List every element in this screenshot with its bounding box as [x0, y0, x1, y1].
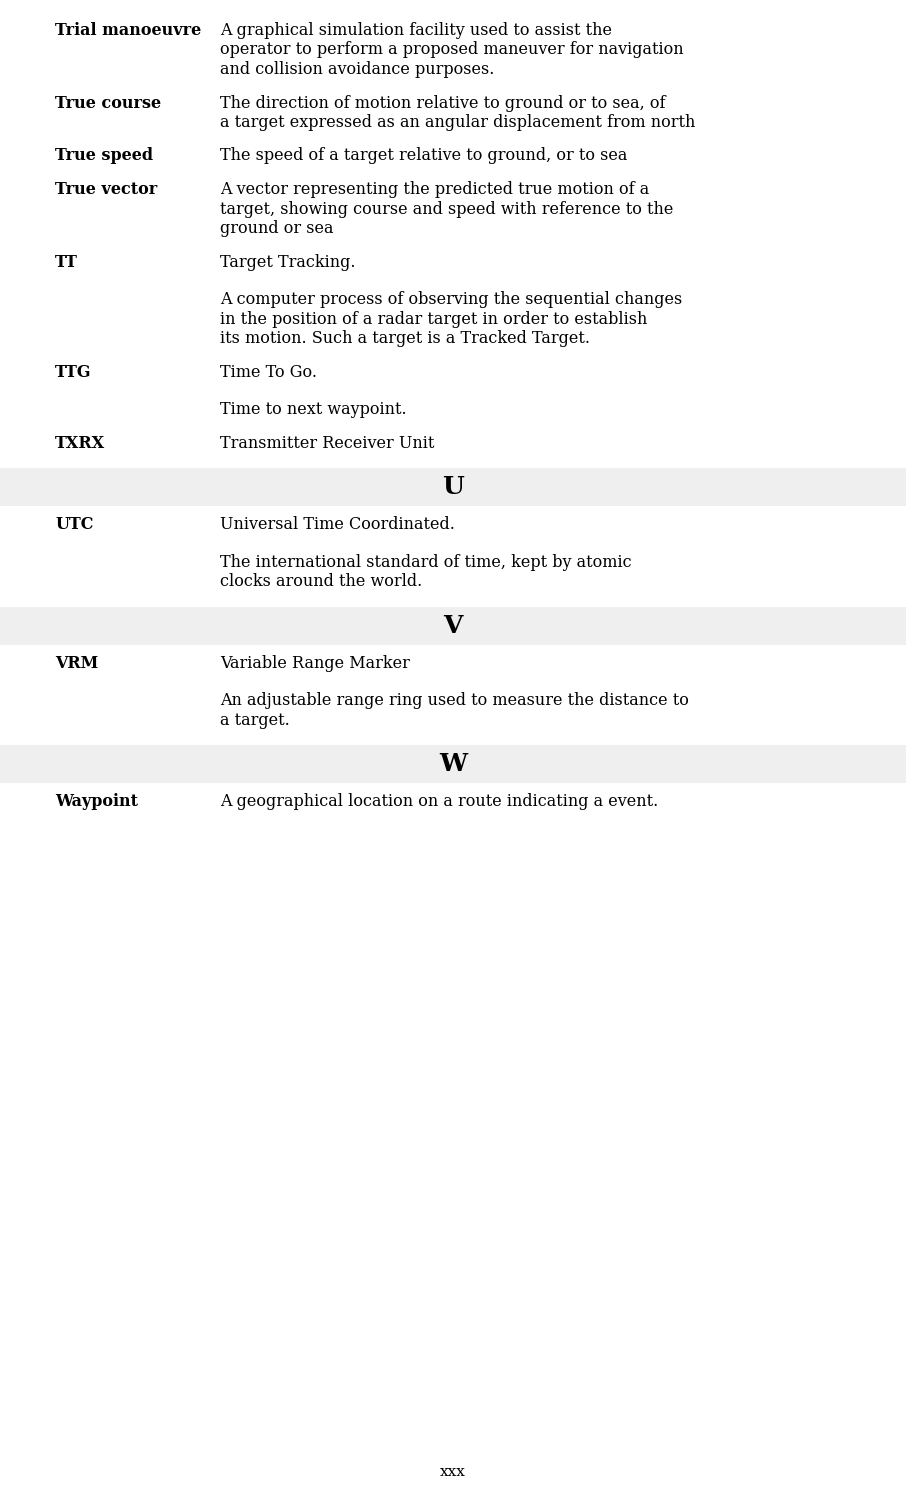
- Text: Universal Time Coordinated.: Universal Time Coordinated.: [220, 515, 455, 533]
- Text: Transmitter Receiver Unit: Transmitter Receiver Unit: [220, 434, 434, 452]
- Text: Time To Go.: Time To Go.: [220, 363, 317, 380]
- Text: VRM: VRM: [55, 654, 98, 672]
- Text: The international standard of time, kept by atomic: The international standard of time, kept…: [220, 553, 631, 571]
- Text: True course: True course: [55, 95, 161, 112]
- Text: Time to next waypoint.: Time to next waypoint.: [220, 401, 407, 417]
- Text: W: W: [439, 752, 467, 776]
- Text: True speed: True speed: [55, 148, 153, 164]
- Text: a target expressed as an angular displacement from north: a target expressed as an angular displac…: [220, 115, 696, 131]
- Text: V: V: [443, 613, 463, 637]
- Text: Variable Range Marker: Variable Range Marker: [220, 654, 410, 672]
- Text: operator to perform a proposed maneuver for navigation: operator to perform a proposed maneuver …: [220, 42, 684, 59]
- Text: An adjustable range ring used to measure the distance to: An adjustable range ring used to measure…: [220, 692, 689, 708]
- Text: target, showing course and speed with reference to the: target, showing course and speed with re…: [220, 200, 673, 217]
- Text: UTC: UTC: [55, 515, 93, 533]
- Text: TTG: TTG: [55, 363, 92, 380]
- Text: its motion. Such a target is a Tracked Target.: its motion. Such a target is a Tracked T…: [220, 330, 590, 347]
- Text: TT: TT: [55, 253, 78, 270]
- Text: True vector: True vector: [55, 181, 158, 197]
- Text: ground or sea: ground or sea: [220, 220, 333, 237]
- Text: A geographical location on a route indicating a event.: A geographical location on a route indic…: [220, 793, 659, 809]
- Text: The speed of a target relative to ground, or to sea: The speed of a target relative to ground…: [220, 148, 627, 164]
- Bar: [0, 744, 906, 784]
- Text: TXRX: TXRX: [55, 434, 105, 452]
- Bar: [0, 469, 906, 506]
- Text: U: U: [442, 475, 464, 499]
- Text: clocks around the world.: clocks around the world.: [220, 573, 422, 591]
- Text: A vector representing the predicted true motion of a: A vector representing the predicted true…: [220, 181, 650, 197]
- Text: A computer process of observing the sequential changes: A computer process of observing the sequ…: [220, 291, 682, 307]
- Text: A graphical simulation facility used to assist the: A graphical simulation facility used to …: [220, 23, 612, 39]
- Text: Waypoint: Waypoint: [55, 793, 138, 809]
- Text: in the position of a radar target in order to establish: in the position of a radar target in ord…: [220, 310, 648, 327]
- Text: The direction of motion relative to ground or to sea, of: The direction of motion relative to grou…: [220, 95, 666, 112]
- Bar: [0, 606, 906, 645]
- Text: a target.: a target.: [220, 711, 290, 728]
- Text: xxx: xxx: [440, 1465, 466, 1478]
- Text: and collision avoidance purposes.: and collision avoidance purposes.: [220, 60, 495, 78]
- Text: Target Tracking.: Target Tracking.: [220, 253, 355, 270]
- Text: Trial manoeuvre: Trial manoeuvre: [55, 23, 201, 39]
